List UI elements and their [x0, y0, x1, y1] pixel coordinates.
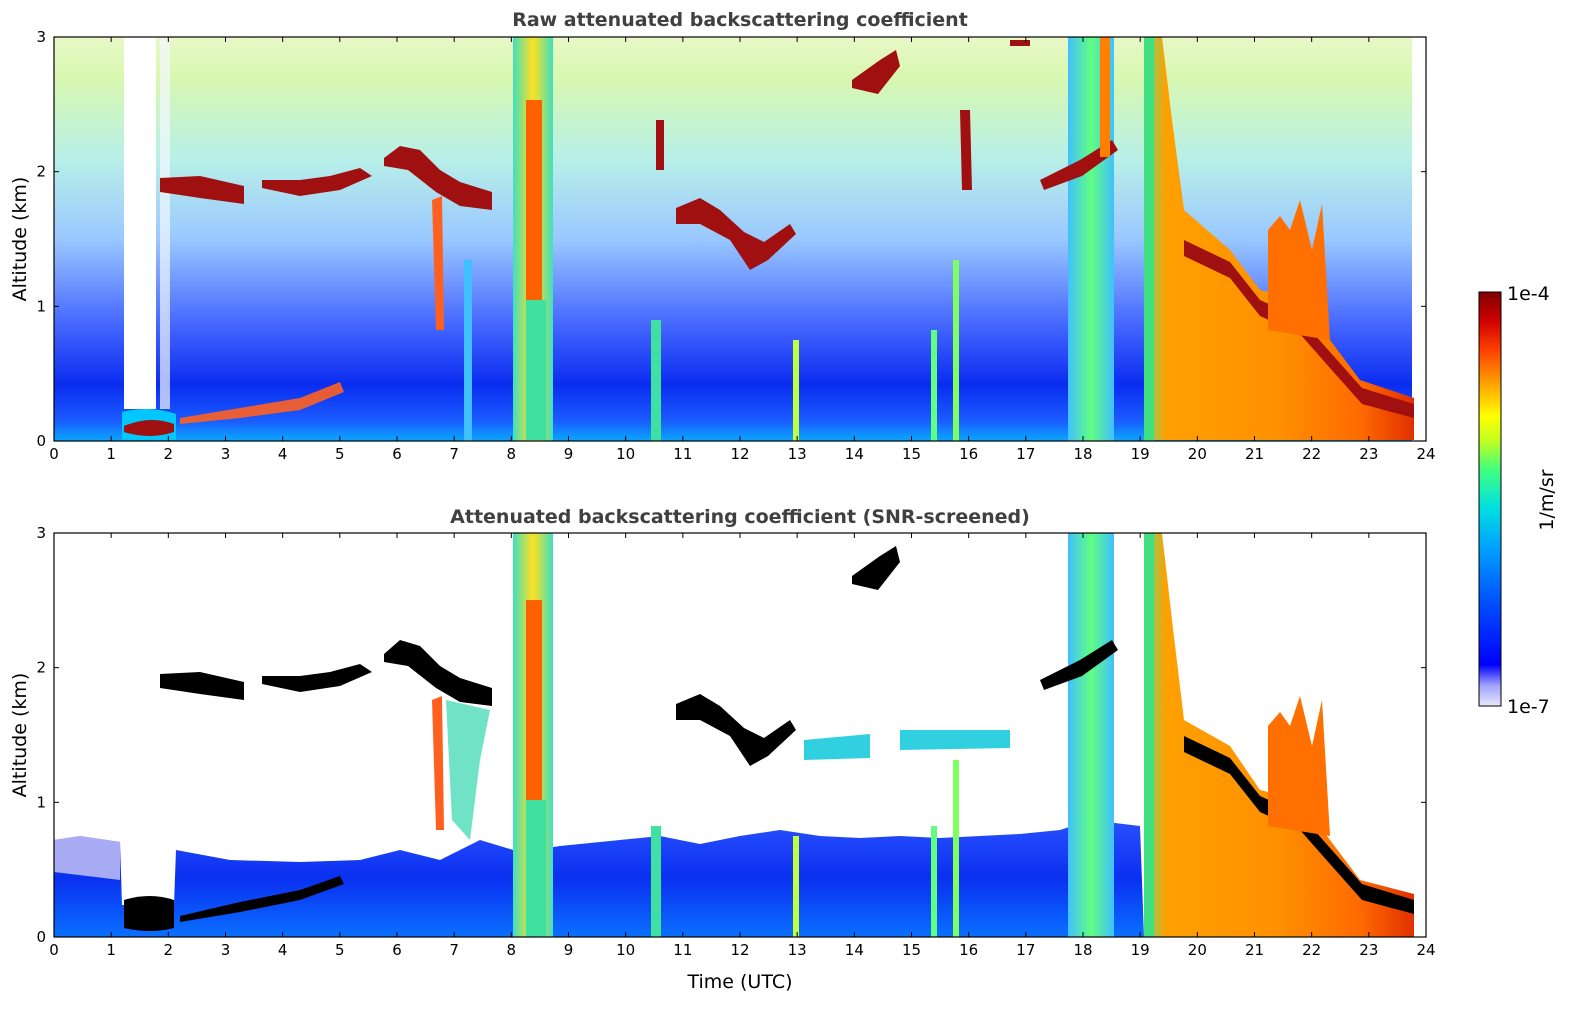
x-tick-label: 2 [164, 445, 174, 463]
x-tick-label: 16 [959, 941, 978, 959]
x-tick-label: 19 [1131, 941, 1150, 959]
raw-cloud-layer-0 [160, 176, 244, 204]
panel-screened-heatmap [54, 533, 1426, 937]
x-tick-label: 4 [278, 445, 288, 463]
x-tick-label: 11 [673, 941, 692, 959]
y-tick-label: 3 [36, 28, 46, 46]
screened-cloud-layer-1 [262, 664, 372, 692]
colorbar: 1e-4 1e-7 1/m/sr [1478, 283, 1558, 718]
raw-thick-cloud [1144, 37, 1414, 440]
x-tick-label: 22 [1302, 941, 1321, 959]
x-tick-label: 23 [1359, 941, 1378, 959]
x-tick-label: 13 [788, 445, 807, 463]
x-tick-label: 24 [1416, 941, 1435, 959]
x-tick-label: 24 [1416, 445, 1435, 463]
x-tick-label: 8 [507, 941, 517, 959]
x-tick-label: 22 [1302, 445, 1321, 463]
x-tick-label: 12 [730, 941, 749, 959]
x-tick-label: 5 [335, 941, 345, 959]
x-tick-label: 17 [1016, 445, 1035, 463]
panel-raw-title: Raw attenuated backscattering coefficien… [512, 9, 968, 31]
colorbar-max-label: 1e-4 [1507, 283, 1550, 305]
y-tick-label: 2 [36, 659, 46, 677]
y-tick-label: 1 [36, 297, 46, 315]
x-tick-label: 10 [616, 941, 635, 959]
colorbar-gradient [1478, 291, 1502, 707]
panel-raw-ylabel: Altitude (km) [9, 177, 31, 302]
raw-cloud-layer-1 [262, 168, 372, 196]
y-tick-label: 0 [36, 928, 46, 946]
x-tick-label: 11 [673, 445, 692, 463]
x-tick-label: 18 [1073, 941, 1092, 959]
raw-low-cloud-0 [124, 419, 174, 436]
raw-low-cloud-1 [180, 382, 344, 424]
y-tick-label: 3 [36, 524, 46, 542]
x-tick-label: 21 [1245, 941, 1264, 959]
panel-screened-ticks: 0 1 2 3 4 5 6 7 8 9 10 11 12 13 14 15 16 17 18 19 20 21 22 23 24… [36, 524, 1435, 959]
raw-cloud-layer-3 [676, 198, 796, 270]
screened-cloud-layer-2 [384, 640, 492, 706]
x-tick-label: 7 [449, 445, 459, 463]
x-tick-label: 20 [1188, 445, 1207, 463]
raw-cloud-layer-4 [852, 50, 900, 94]
x-tick-label: 16 [959, 445, 978, 463]
x-tick-label: 3 [221, 445, 231, 463]
x-tick-label: 5 [335, 445, 345, 463]
x-tick-label: 19 [1131, 445, 1150, 463]
x-tick-label: 0 [49, 941, 59, 959]
screened-thick-cloud [1144, 533, 1414, 937]
colorbar-label: 1/m/sr [1536, 469, 1558, 530]
x-tick-label: 23 [1359, 445, 1378, 463]
x-tick-label: 17 [1016, 941, 1035, 959]
x-tick-label: 21 [1245, 445, 1264, 463]
x-tick-label: 9 [564, 445, 574, 463]
x-tick-label: 1 [106, 941, 116, 959]
panel-screened-title: Attenuated backscattering coefficient (S… [450, 506, 1030, 528]
screened-cloud-layer-0 [160, 672, 244, 700]
panel-screened-xlabel: Time (UTC) [686, 971, 792, 993]
panel-raw-heatmap [54, 37, 1426, 441]
colorbar-min-label: 1e-7 [1507, 696, 1550, 718]
y-tick-label: 1 [36, 793, 46, 811]
raw-cloud-layer-2 [384, 146, 492, 210]
y-tick-label: 0 [36, 432, 46, 450]
x-tick-label: 7 [449, 941, 459, 959]
x-tick-label: 14 [845, 941, 864, 959]
y-tick-label: 2 [36, 163, 46, 181]
x-tick-label: 6 [392, 941, 402, 959]
x-tick-label: 0 [49, 445, 59, 463]
panel-raw: Raw attenuated backscattering coefficien… [9, 9, 1436, 463]
x-tick-label: 15 [902, 445, 921, 463]
x-tick-label: 3 [221, 941, 231, 959]
x-tick-label: 20 [1188, 941, 1207, 959]
x-tick-label: 14 [845, 445, 864, 463]
x-tick-label: 12 [730, 445, 749, 463]
raw-data-gap [124, 37, 156, 409]
panel-raw-ticks: 0 1 2 3 4 5 6 7 8 9 10 11 12 13 14 15 16 17 18 19 20 21 22 23 24… [36, 28, 1435, 463]
x-tick-label: 2 [164, 941, 174, 959]
x-tick-label: 18 [1073, 445, 1092, 463]
screened-boundary-layer [54, 820, 1144, 937]
x-tick-label: 10 [616, 445, 635, 463]
x-tick-label: 13 [788, 941, 807, 959]
x-tick-label: 6 [392, 445, 402, 463]
x-tick-label: 9 [564, 941, 574, 959]
panel-screened-ylabel: Altitude (km) [9, 673, 31, 798]
x-tick-label: 4 [278, 941, 288, 959]
panel-screened: Attenuated backscattering coefficient (S… [9, 506, 1436, 993]
x-tick-label: 1 [106, 445, 116, 463]
x-tick-label: 8 [507, 445, 517, 463]
screened-cloud-layer-3 [676, 694, 796, 766]
screened-low-cloud [180, 876, 344, 922]
x-tick-label: 15 [902, 941, 921, 959]
screened-precip-shaft-1 [1068, 533, 1114, 937]
